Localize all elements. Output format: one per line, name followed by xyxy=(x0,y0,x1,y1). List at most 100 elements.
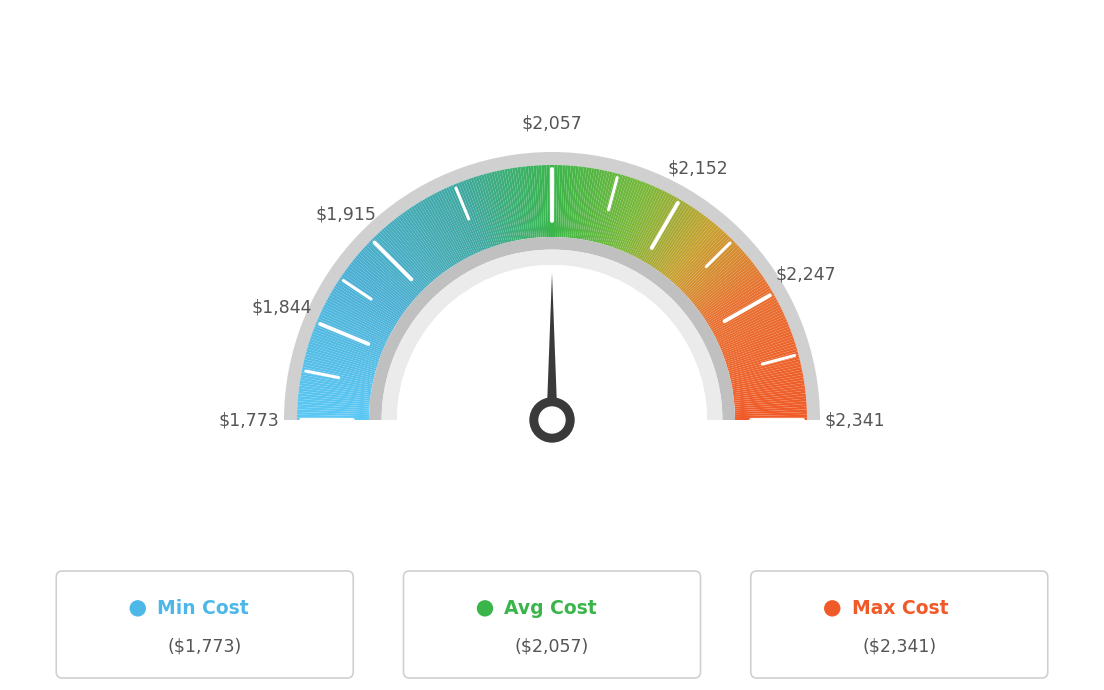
FancyBboxPatch shape xyxy=(403,571,701,678)
Wedge shape xyxy=(349,264,407,309)
Wedge shape xyxy=(499,170,516,241)
Wedge shape xyxy=(528,166,537,238)
Wedge shape xyxy=(594,172,613,242)
Wedge shape xyxy=(608,177,634,246)
Text: Max Cost: Max Cost xyxy=(852,599,948,618)
Wedge shape xyxy=(541,165,546,237)
Wedge shape xyxy=(314,328,381,356)
Wedge shape xyxy=(725,339,795,364)
Wedge shape xyxy=(651,206,693,268)
Wedge shape xyxy=(544,165,549,237)
Wedge shape xyxy=(299,388,371,399)
Wedge shape xyxy=(307,349,376,371)
Wedge shape xyxy=(735,406,807,413)
Wedge shape xyxy=(346,268,405,313)
Wedge shape xyxy=(388,224,435,280)
Wedge shape xyxy=(645,201,684,264)
Wedge shape xyxy=(329,295,393,332)
Wedge shape xyxy=(712,297,777,333)
Wedge shape xyxy=(720,319,787,349)
Wedge shape xyxy=(671,227,721,283)
Wedge shape xyxy=(352,259,410,306)
Wedge shape xyxy=(406,209,449,270)
Wedge shape xyxy=(550,165,552,237)
Wedge shape xyxy=(693,257,751,305)
Wedge shape xyxy=(711,295,775,332)
Wedge shape xyxy=(493,171,512,242)
Wedge shape xyxy=(305,354,375,375)
Wedge shape xyxy=(299,383,371,395)
Wedge shape xyxy=(570,166,578,238)
Wedge shape xyxy=(305,357,374,376)
Wedge shape xyxy=(611,178,636,247)
Wedge shape xyxy=(314,326,382,355)
Wedge shape xyxy=(707,284,768,324)
Wedge shape xyxy=(402,212,446,272)
Wedge shape xyxy=(514,168,528,239)
Wedge shape xyxy=(489,172,508,243)
Wedge shape xyxy=(682,241,736,293)
Wedge shape xyxy=(719,314,785,346)
Wedge shape xyxy=(518,167,529,239)
Wedge shape xyxy=(304,359,374,378)
Wedge shape xyxy=(319,314,385,346)
Wedge shape xyxy=(420,201,459,264)
Wedge shape xyxy=(715,304,781,339)
Wedge shape xyxy=(571,166,582,238)
Wedge shape xyxy=(432,194,467,259)
Wedge shape xyxy=(697,264,755,309)
Wedge shape xyxy=(359,251,415,300)
Wedge shape xyxy=(320,311,386,344)
Wedge shape xyxy=(361,249,416,299)
Wedge shape xyxy=(666,220,712,278)
Wedge shape xyxy=(311,334,380,359)
Wedge shape xyxy=(326,299,391,335)
Wedge shape xyxy=(714,302,779,337)
Text: Min Cost: Min Cost xyxy=(157,599,248,618)
Wedge shape xyxy=(731,370,803,386)
Wedge shape xyxy=(301,370,373,386)
Wedge shape xyxy=(721,324,789,353)
Wedge shape xyxy=(438,190,473,256)
Wedge shape xyxy=(700,270,760,314)
Wedge shape xyxy=(599,174,620,244)
Wedge shape xyxy=(650,205,691,266)
Wedge shape xyxy=(616,181,644,249)
Wedge shape xyxy=(630,189,664,255)
Wedge shape xyxy=(552,165,554,237)
Wedge shape xyxy=(733,388,805,399)
Wedge shape xyxy=(497,170,514,242)
Wedge shape xyxy=(725,336,794,362)
Wedge shape xyxy=(522,166,533,238)
Wedge shape xyxy=(734,393,806,403)
Wedge shape xyxy=(694,259,752,306)
Wedge shape xyxy=(476,176,499,246)
Wedge shape xyxy=(665,219,710,277)
Wedge shape xyxy=(654,208,696,268)
Wedge shape xyxy=(684,244,737,295)
Wedge shape xyxy=(679,236,731,289)
Wedge shape xyxy=(623,185,654,252)
Wedge shape xyxy=(436,192,470,257)
Wedge shape xyxy=(400,214,445,273)
Wedge shape xyxy=(315,324,383,353)
Wedge shape xyxy=(728,349,797,371)
Wedge shape xyxy=(309,341,378,365)
Wedge shape xyxy=(385,225,434,282)
Wedge shape xyxy=(699,268,758,313)
Circle shape xyxy=(130,601,146,616)
Wedge shape xyxy=(558,165,563,237)
Wedge shape xyxy=(680,238,732,290)
Wedge shape xyxy=(353,257,411,305)
Wedge shape xyxy=(554,165,558,237)
Wedge shape xyxy=(662,217,709,275)
Wedge shape xyxy=(701,273,762,315)
Wedge shape xyxy=(723,328,790,356)
Wedge shape xyxy=(470,177,496,246)
Wedge shape xyxy=(332,288,395,327)
Wedge shape xyxy=(440,189,474,255)
Wedge shape xyxy=(397,265,707,420)
Wedge shape xyxy=(573,167,584,239)
Wedge shape xyxy=(726,344,796,367)
Wedge shape xyxy=(696,262,754,308)
